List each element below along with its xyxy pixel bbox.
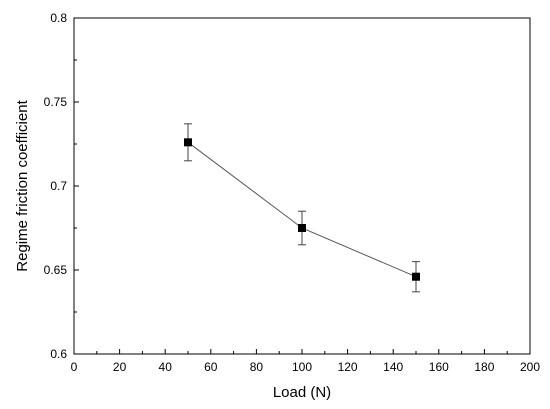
x-tick-label: 40 — [159, 360, 173, 374]
x-tick-label: 180 — [474, 360, 494, 374]
series-layer — [184, 123, 420, 293]
y-axis-title: Regime friction coefficient — [14, 99, 31, 271]
x-tick-label: 200 — [520, 360, 540, 374]
data-point — [298, 224, 306, 232]
plot-frame — [73, 17, 531, 355]
y-tick-label: 0.65 — [44, 263, 68, 277]
series-line — [187, 141, 417, 278]
x-tick-label: 80 — [250, 360, 264, 374]
x-tick-label: 20 — [113, 360, 127, 374]
y-tick-label: 0.7 — [50, 179, 67, 193]
y-tick-label: 0.8 — [50, 11, 67, 25]
y-tick-label: 0.6 — [50, 347, 67, 361]
x-tick-label: 0 — [71, 360, 78, 374]
x-tick-label: 120 — [338, 360, 358, 374]
x-axis-title: Load (N) — [273, 384, 331, 401]
y-axis-ticks: 0.6 0.65 0.7 0.75 0.8 — [44, 11, 79, 361]
data-point — [184, 138, 192, 147]
x-tick-label: 140 — [383, 360, 403, 374]
y-tick-label: 0.75 — [44, 95, 68, 109]
data-point — [412, 272, 420, 281]
x-tick-label: 100 — [292, 360, 312, 374]
x-tick-label: 160 — [429, 360, 449, 374]
x-axis-ticks: 0 20 40 60 80 100 120 140 160 180 200 — [71, 349, 540, 374]
x-tick-label: 60 — [204, 360, 218, 374]
